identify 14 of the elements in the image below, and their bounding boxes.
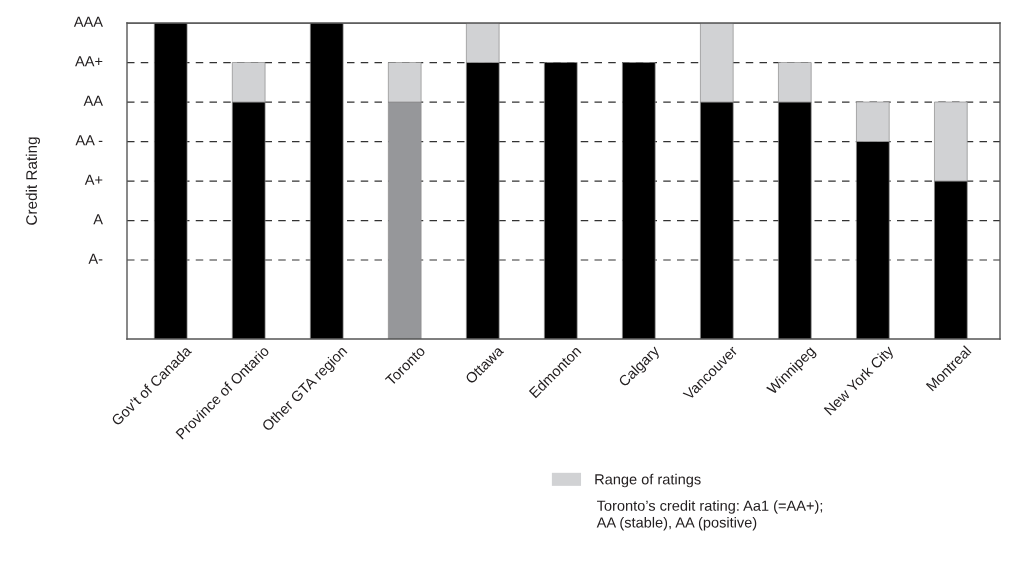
ref-line-label: A-	[88, 253, 103, 264]
y-axis-title: Credit Rating	[25, 137, 40, 225]
bar	[309, 23, 344, 339]
ref-line-label: AA	[83, 95, 103, 106]
ref-line-label: A+	[84, 174, 103, 185]
ref-line-label: A	[93, 214, 103, 225]
bar	[622, 62, 656, 339]
ref-line-label: AAA	[73, 16, 103, 27]
ref-line-label: AA -	[75, 135, 103, 146]
text: Toronto’s credit rating: Aa1 (=AA+); AA (stable), AA (positive)	[596, 500, 823, 531]
bar	[153, 23, 188, 339]
ref-line-label: AA+	[75, 56, 103, 67]
legend-label: Range of ratings	[595, 473, 701, 488]
bar	[544, 62, 578, 339]
